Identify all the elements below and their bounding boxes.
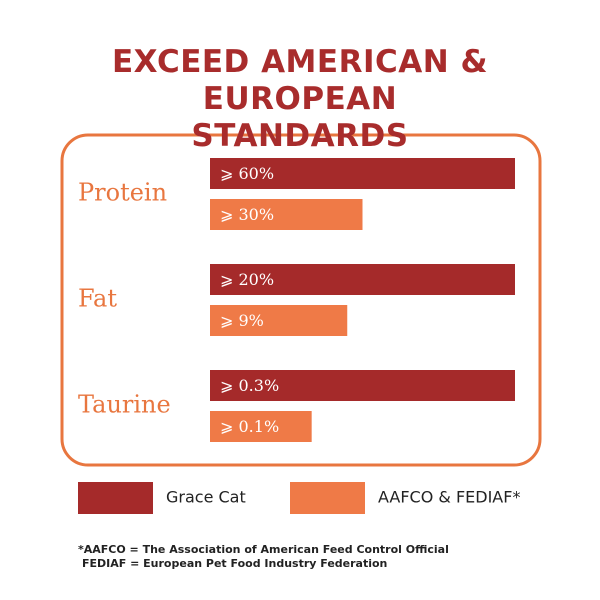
bar <box>210 305 348 336</box>
value-label: ⩾ 0.1% <box>220 417 279 436</box>
value-label: ⩾ 9% <box>220 311 264 330</box>
legend-swatch <box>78 482 153 514</box>
footnote: FEDIAF = European Pet Food Industry Fede… <box>82 557 387 570</box>
category-label: Protein <box>78 179 167 207</box>
legend-label: AAFCO & FEDIAF* <box>378 488 520 507</box>
bar <box>210 370 515 401</box>
footnote: *AAFCO = The Association of American Fee… <box>78 543 449 556</box>
value-label: ⩾ 60% <box>220 164 274 183</box>
bar <box>210 199 363 230</box>
bar <box>210 264 515 295</box>
chart-title: EXCEED AMERICAN & EUROPEAN STANDARDS <box>111 44 489 154</box>
legend-swatch <box>290 482 365 514</box>
category-label: Taurine <box>78 391 171 419</box>
bar <box>210 411 312 442</box>
frame <box>60 133 542 467</box>
value-label: ⩾ 0.3% <box>220 376 279 395</box>
value-label: ⩾ 20% <box>220 270 274 289</box>
category-label: Fat <box>78 285 117 313</box>
bar <box>210 158 515 189</box>
value-label: ⩾ 30% <box>220 205 274 224</box>
legend-label: Grace Cat <box>166 488 246 507</box>
